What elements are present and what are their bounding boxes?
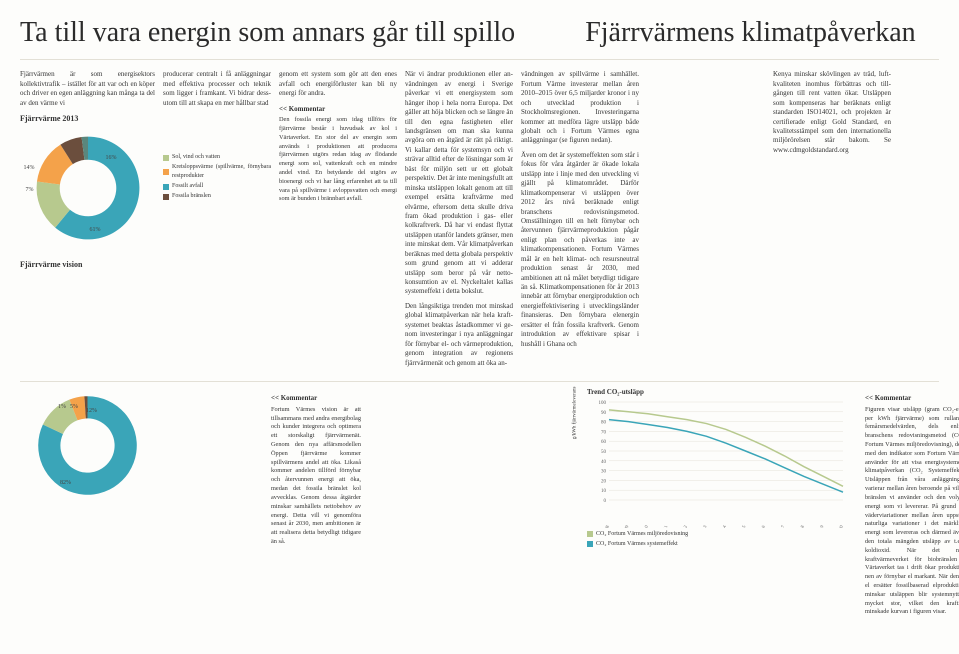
chart1-lbl-61: 61%	[90, 226, 101, 234]
trend-legend-item: CO₂ Fortum Värmes systemeffekt	[587, 540, 857, 549]
trend-legend-item: CO₂ Fortum Värmes miljöredovisning	[587, 530, 857, 539]
kommentar2-body: Fortum Värmes vision är att tillsammans …	[271, 406, 361, 547]
col6: Kenya minskar skövlingen av träd, luft­k…	[773, 70, 891, 155]
svg-text:2012–2016: 2012–2016	[754, 524, 766, 528]
legend-label: CO₂ Fortum Värmes miljöredovisning	[596, 530, 688, 539]
intro-left: Fjärrvärmen är som energisektors kollekt…	[20, 70, 155, 108]
legend-item: Fossila bränslen	[163, 192, 271, 201]
chart2-lbl-82: 82%	[60, 480, 71, 486]
svg-text:2004–2008: 2004–2008	[598, 524, 610, 528]
trend-title: Trend CO₂-utsläpp	[587, 388, 857, 396]
svg-text:40: 40	[601, 460, 607, 465]
col5b: Även om det är systemeffekten som står i…	[521, 151, 639, 349]
svg-text:90: 90	[601, 411, 607, 416]
svg-text:80: 80	[601, 421, 607, 426]
chart2-lbl-1: 1%	[58, 404, 66, 410]
svg-text:60: 60	[601, 440, 607, 445]
kommentar3-head: << Kommentar	[865, 394, 959, 404]
legend-label: CO₂ Fortum Värmes systemeffekt	[596, 540, 678, 549]
col3-top: genom ett system som gör att den enes av…	[279, 70, 397, 98]
headline-left: Ta till vara energin som annars går till…	[20, 18, 515, 47]
svg-text:2011–2015: 2011–2015	[735, 524, 747, 528]
legend-label: Sol, vind och vatten	[172, 153, 220, 162]
headline-right: Fjärrvärmens klimatpåverkan	[585, 18, 915, 47]
col5: vändningen av spillvärme i samhället. Fo…	[521, 70, 639, 146]
chart1-lbl-14: 14%	[24, 164, 35, 172]
chart-legend: Sol, vind och vatten Kretsloppsvärme (sp…	[163, 153, 271, 201]
chart1-lbl-16: 16%	[106, 154, 117, 162]
chart2-lbl-12: 12%	[86, 408, 97, 414]
chart2-lbl-5: 5%	[70, 404, 78, 410]
svg-text:2005–2009: 2005–2009	[618, 524, 630, 528]
col4b: Den långsiktiga trenden mot minskad glob…	[405, 302, 513, 368]
trend-chart: 0 10 20 30 40 50 60 70 80 90 100 2004–2008 2005–2009…	[587, 398, 847, 528]
chart1-title: Fjärrvärme 2013	[20, 114, 155, 125]
col4: När vi ändrar produktionen eller an­vänd…	[405, 70, 513, 297]
svg-text:70: 70	[601, 430, 607, 435]
legend-item: Kretsloppsvärme (spillvärme, förnybara r…	[163, 163, 271, 181]
svg-text:20: 20	[601, 479, 607, 484]
svg-text:2015–2019: 2015–2019	[813, 524, 825, 528]
trend-line	[609, 410, 843, 486]
svg-text:2014–2018: 2014–2018	[793, 524, 805, 528]
kommentar3-body: Figuren visar utsläpp (gram CO₂-ekv per …	[865, 406, 959, 618]
kommentar2-head: << Kommentar	[271, 394, 361, 404]
trend-line	[609, 420, 843, 493]
svg-text:2007–2011: 2007–2011	[657, 525, 669, 528]
svg-text:2016–2020: 2016–2020	[832, 524, 844, 528]
chart1-donut: 14% 16% 7% 61%	[28, 128, 148, 248]
legend-label: Fossilt avfall	[172, 182, 203, 191]
svg-text:50: 50	[601, 450, 607, 455]
chart2-title: Fjärrvärme vision	[20, 260, 155, 271]
svg-text:2013–2017: 2013–2017	[774, 524, 786, 528]
legend-item: Sol, vind och vatten	[163, 153, 271, 162]
divider-top	[20, 59, 939, 60]
svg-text:2010–2014: 2010–2014	[715, 524, 727, 528]
svg-text:100: 100	[599, 401, 607, 406]
svg-text:30: 30	[601, 470, 607, 475]
svg-text:2009–2013: 2009–2013	[696, 524, 708, 528]
svg-text:2008–2012: 2008–2012	[676, 525, 688, 528]
chart2-donut: 12% 5% 1% 82%	[30, 388, 145, 503]
divider-mid	[20, 381, 939, 382]
kommentar1-body: Den fossila energi som idag tillförs för…	[279, 116, 397, 204]
kommentar1-head: << Kommentar	[279, 105, 397, 114]
svg-text:10: 10	[601, 489, 607, 494]
legend-item: Fossilt avfall	[163, 182, 271, 191]
legend-label: Fossila bränslen	[172, 192, 211, 201]
svg-text:0: 0	[604, 499, 607, 504]
col2-text: producerar centralt i få anläggningar me…	[163, 70, 271, 108]
svg-text:2006–2010: 2006–2010	[637, 524, 649, 528]
legend-label: Kretsloppsvärme (spillvärme, förnybara r…	[172, 163, 271, 181]
trend-ylabel: g/kWh fjärrvärmeleverans	[573, 387, 578, 440]
chart1-lbl-7: 7%	[26, 186, 34, 194]
